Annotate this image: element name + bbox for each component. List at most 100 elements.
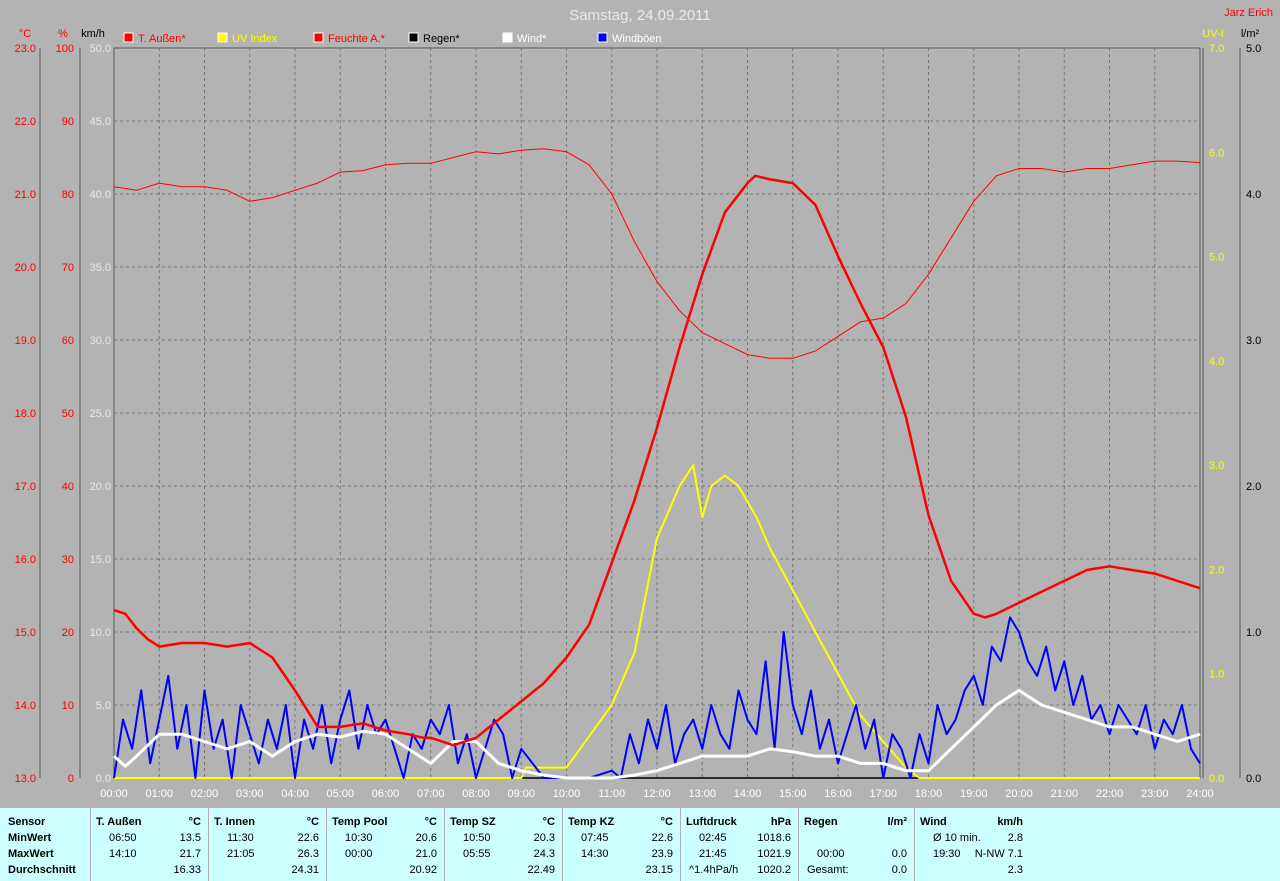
series-line-feuchte-a [113,148,1201,359]
stats-avg-value: 0.0 [891,864,907,876]
stats-column: T. Außen °C 06:50 13.5 14:10 21.7 16.33 [90,808,209,881]
stats-max-value: 0.0 [891,848,907,860]
temp-tick-label: 23.0 [15,43,36,55]
time-tick-label: 12:00 [643,788,671,800]
temp-tick-label: 14.0 [15,700,36,712]
humidity-tick-label: 100 [56,43,74,55]
temp-tick-label: 13.0 [15,773,36,785]
time-tick-label: 19:00 [960,788,988,800]
stats-max-value: 24.3 [533,848,555,860]
stats-min-value: 22.6 [651,832,673,844]
avg-label: Durchschnitt [8,864,76,876]
humidity-tick-label: 20 [62,627,74,639]
stats-avg-value: 23.15 [645,864,673,876]
stats-col-unit: °C [660,816,673,828]
time-tick-label: 23:00 [1141,788,1169,800]
wind-tick-label: 20.0 [90,481,111,493]
time-tick-label: 11:00 [598,788,625,800]
stats-max-time: 14:30 [581,848,609,860]
stats-column: Temp SZ °C 10:50 20.3 05:55 24.3 22.49 [444,808,563,881]
time-tick-label: 05:00 [326,788,354,800]
stats-col-name: Temp KZ [568,816,615,828]
legend-label: Regen* [423,33,460,45]
uv-tick-label: 7.0 [1209,43,1224,55]
wind-tick-label: 0.0 [96,773,111,785]
stats-max-value: 23.9 [651,848,673,860]
series-line-wind [112,688,1201,780]
stats-col-name: Wind [920,816,947,828]
stats-avg-value: 20.92 [409,864,437,876]
stats-max-value: 21.0 [415,848,437,860]
stats-min-value: 20.6 [415,832,437,844]
uv-tick-label: 0.0 [1209,773,1224,785]
uv-tick-label: 1.0 [1209,669,1224,681]
series-line-uv-index [114,464,1200,779]
temp-tick-label: 22.0 [15,116,36,128]
wind-tick-label: 15.0 [90,554,111,566]
temp-tick-label: 16.0 [15,554,36,566]
stats-column: Regen l/m² 00:00 0.0 Gesamt: 0.0 [798,808,915,881]
stats-min-time: 11:30 [227,832,254,844]
temp-tick-label: 15.0 [15,627,36,639]
legend-label: UV Index [232,33,278,45]
stats-avg-label: Gesamt: [807,864,849,876]
rain-tick-label: 0.0 [1246,773,1261,785]
uv-tick-label: 3.0 [1209,460,1224,472]
time-tick-label: 08:00 [462,788,490,800]
time-tick-label: 21:00 [1050,788,1078,800]
stats-col-unit: °C [306,816,319,828]
temp-tick-label: 21.0 [15,189,36,201]
stats-min-time: 10:30 [345,832,373,844]
humidity-tick-label: 0 [68,773,74,785]
rain-tick-label: 5.0 [1246,43,1261,55]
rain-tick-label: 1.0 [1246,627,1261,639]
stats-column: Luftdruck hPa 02:45 1018.6 21:45 1021.9 ^1.4hP… [680,808,799,881]
legend-swatch [313,32,324,43]
humidity-tick-label: 80 [62,189,74,201]
legend-swatch [502,32,513,43]
stats-avg-value: 22.49 [527,864,555,876]
stats-min-value: 2.8 [1007,832,1023,844]
stats-col-unit: °C [424,816,437,828]
stats-column: Temp Pool °C 10:30 20.6 00:00 21.0 20.92 [326,808,445,881]
stats-col-name: Temp SZ [450,816,496,828]
stats-col-name: Luftdruck [686,816,737,828]
wind-tick-label: 50.0 [90,43,111,55]
stats-table: Sensor MinWert MaxWert Durchschnitt T. A… [0,808,1280,881]
time-tick-label: 07:00 [417,788,445,800]
humidity-tick-label: 10 [62,700,74,712]
wind-tick-label: 25.0 [90,408,111,420]
humidity-tick-label: 60 [62,335,74,347]
time-tick-label: 09:00 [507,788,535,800]
author-label: Jarz Erich [1224,7,1273,19]
humidity-tick-label: 40 [62,481,74,493]
time-tick-label: 17:00 [869,788,897,800]
stats-min-value: 1018.6 [757,832,791,844]
time-tick-label: 24:00 [1186,788,1214,800]
series-line-t-außen [113,174,1201,747]
time-tick-label: 01:00 [145,788,173,800]
wind-unit: km/h [81,28,105,40]
rain-unit: l/m² [1241,28,1260,40]
stats-avg-value: 16.33 [173,864,201,876]
rain-tick-label: 4.0 [1246,189,1261,201]
stats-col-name: Temp Pool [332,816,388,828]
stats-min-value: 22.6 [297,832,319,844]
stats-min-time: Ø 10 min. [933,832,981,844]
time-tick-label: 18:00 [915,788,943,800]
humidity-tick-label: 30 [62,554,74,566]
legend-label: Wind* [517,33,547,45]
stats-avg-value: 2.3 [1007,864,1023,876]
stats-col-unit: °C [188,816,201,828]
stats-max-time: 21:05 [227,848,255,860]
time-tick-label: 06:00 [372,788,400,800]
stats-column: Temp KZ °C 07:45 22.6 14:30 23.9 23.15 [562,808,681,881]
chart-area: Samstag, 24.09.2011 Jarz Erich °C% km/h UV-I… [15,7,1273,800]
humidity-tick-label: 50 [62,408,74,420]
time-tick-label: 13:00 [688,788,716,800]
temp-tick-label: 20.0 [15,262,36,274]
legend-swatch [408,32,419,43]
time-tick-label: 14:00 [734,788,762,800]
stats-max-value: N-NW 7.1 [974,848,1023,860]
uv-tick-label: 4.0 [1209,356,1224,368]
